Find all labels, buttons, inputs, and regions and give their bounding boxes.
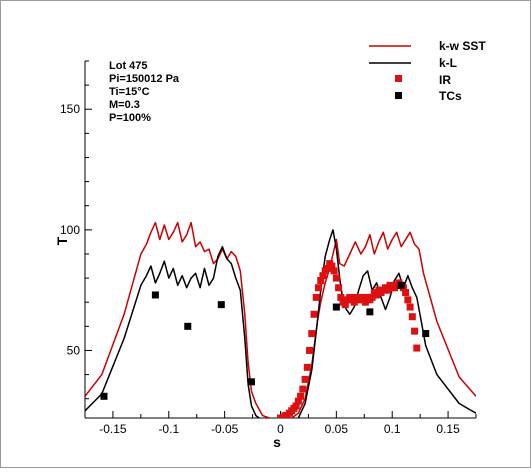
marker-ir [402, 289, 410, 297]
marker-tcs [247, 378, 255, 386]
y-tick-label: 150 [60, 102, 80, 116]
marker-tcs [184, 322, 192, 330]
legend-label-kw-sst: k-w SST [439, 39, 486, 53]
x-tick-label: 0.05 [325, 422, 349, 436]
marker-ir [411, 327, 419, 335]
marker-tcs [366, 308, 374, 316]
marker-ir [306, 346, 314, 354]
marker-ir [323, 264, 331, 272]
marker-ir [361, 298, 369, 306]
marker-ir [308, 330, 316, 338]
marker-ir [384, 286, 392, 294]
x-tick-label: 0.15 [436, 422, 460, 436]
marker-ir [368, 293, 376, 301]
marker-ir [297, 392, 305, 400]
series-line-k-l [85, 229, 476, 418]
marker-ir [404, 296, 412, 304]
y-axis-label: T [54, 236, 70, 245]
legend-label-tcs: TCs [439, 89, 462, 103]
marker-ir [301, 375, 309, 383]
marker-ir [413, 344, 421, 352]
marker-ir [350, 298, 358, 306]
marker-ir [314, 284, 322, 292]
x-axis-label: s [273, 434, 281, 450]
annotation-line-2: Pi=150012 Pa [109, 73, 180, 85]
marker-tcs [332, 303, 340, 311]
annotation-line-1: Lot 475 [109, 60, 148, 72]
marker-ir [303, 363, 311, 371]
marker-ir [373, 291, 381, 299]
annotation-line-5: P=100% [109, 112, 151, 124]
y-tick-label: 100 [60, 223, 80, 237]
marker-ir [312, 293, 320, 301]
marker-tcs [100, 392, 108, 400]
marker-tcs [397, 281, 405, 289]
series-layer [85, 221, 476, 418]
series-line-k-w-sst [85, 221, 476, 418]
marker-tcs [151, 291, 159, 299]
marker-ir [294, 397, 302, 405]
axis-ticks: -0.15 -0.1 -0.05 0 0.05 0.1 0.15 50 100 150 [60, 60, 477, 436]
marker-ir [292, 402, 300, 410]
x-tick-label: 0.1 [384, 422, 401, 436]
x-tick-label: -0.1 [158, 422, 179, 436]
marker-tcs [422, 330, 430, 338]
marker-ir [332, 274, 340, 282]
marker-ir [328, 262, 336, 270]
annotation-line-3: Ti=15°C [109, 86, 150, 98]
marker-ir [317, 277, 325, 285]
marker-ir [299, 385, 307, 393]
marker-ir [337, 293, 345, 301]
marker-tcs [217, 301, 225, 309]
marker-ir [310, 310, 318, 318]
marker-ir [408, 313, 416, 321]
annotation-block: Lot 475 Pi=150012 Pa Ti=15°C M=0.3 P=100… [109, 60, 180, 124]
x-tick-label: 0 [277, 422, 284, 436]
annotation-line-4: M=0.3 [109, 99, 140, 111]
legend-swatch-ir [395, 75, 402, 82]
marker-ir [319, 272, 327, 280]
x-tick-label: -0.05 [211, 422, 239, 436]
y-tick-label: 50 [67, 343, 81, 357]
legend-label-kl: k-L [439, 56, 457, 70]
legend-swatch-tcs [395, 92, 402, 99]
marker-ir [330, 267, 338, 275]
x-tick-label: -0.15 [99, 422, 127, 436]
marker-ir [335, 284, 343, 292]
marker-ir [406, 303, 414, 311]
legend-label-ir: IR [439, 73, 451, 87]
marker-ir [341, 301, 349, 309]
legend: k-w SST k-L IR TCs [369, 39, 486, 103]
